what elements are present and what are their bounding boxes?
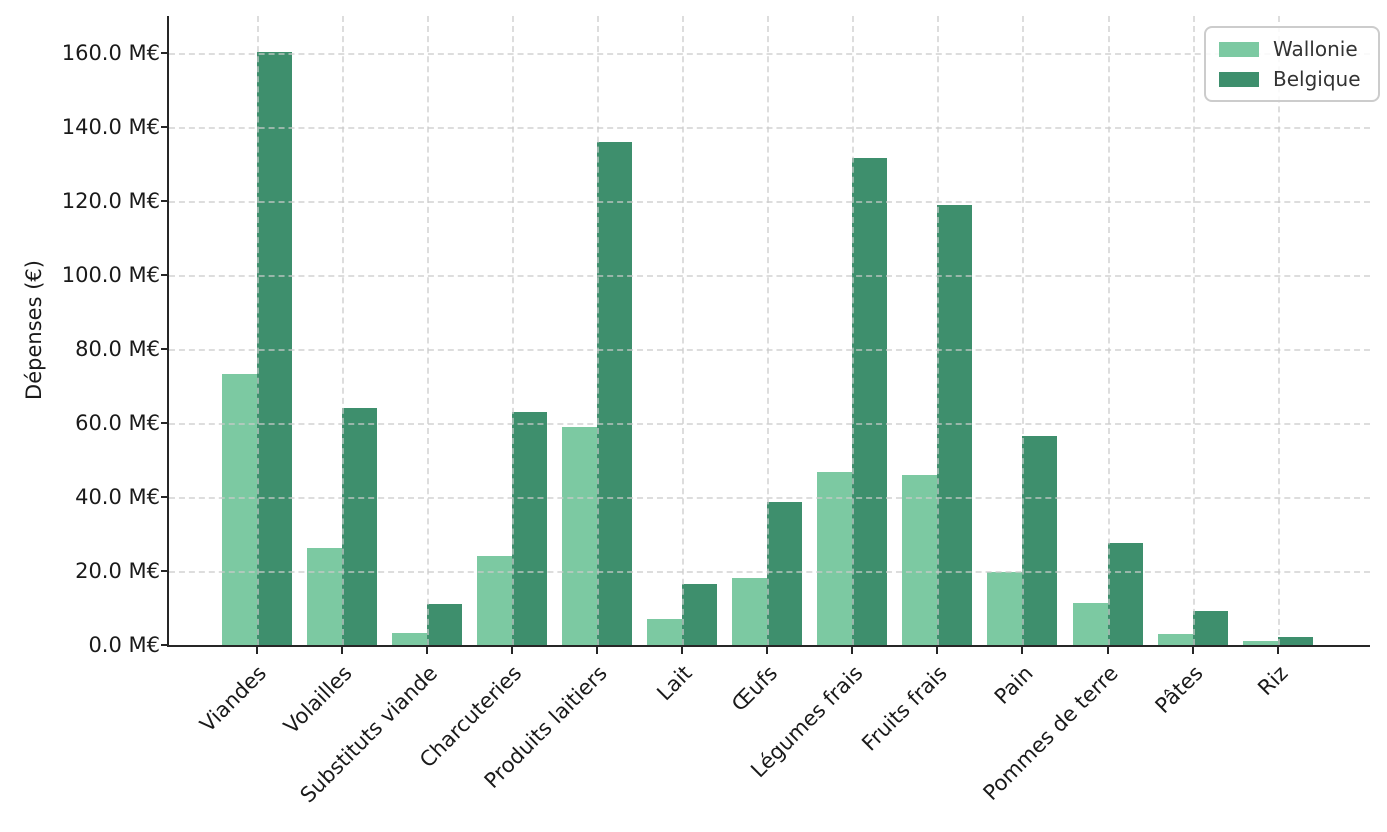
bar-wallonie-riz [1242,640,1278,645]
x-tick-label-volailles: Volailles [279,661,357,739]
bar-wallonie-produits-laitiers [561,427,597,645]
y-tick-mark [161,422,169,424]
legend: Wallonie Belgique [1204,26,1380,102]
legend-swatch-icon [1219,71,1259,87]
x-tick-mark [1021,646,1024,654]
bar-wallonie-pates [1157,634,1193,645]
horizontal-gridline [169,497,1370,499]
y-tick-mark [161,348,169,350]
y-tick-label: 40.0 M€ [75,485,160,509]
horizontal-gridline [169,423,1370,425]
vertical-gridline [596,16,599,645]
y-tick-mark [161,496,169,498]
x-tick-mark [766,646,769,654]
x-tick-mark [851,646,854,654]
horizontal-gridline [169,275,1370,277]
y-tick-label: 80.0 M€ [75,337,160,361]
vertical-gridline [1022,16,1025,645]
bar-belgique-produits-laitiers [596,141,632,645]
vertical-gridline [1192,16,1195,645]
bar-wallonie-lait [647,619,682,645]
legend-entry-belgique: Belgique [1219,69,1361,89]
legend-swatch-icon [1219,41,1259,57]
bar-belgique-riz [1277,636,1313,645]
vertical-gridline [852,16,855,645]
y-tick-label: 20.0 M€ [75,559,160,583]
y-tick-label: 100.0 M€ [61,263,160,287]
bar-belgique-lait [682,584,717,645]
x-tick-label-oeufs: Œufs [726,661,783,717]
vertical-gridline [256,16,259,645]
bar-belgique-oeufs [767,502,803,645]
x-tick-mark [255,646,258,654]
horizontal-gridline [169,349,1370,351]
x-tick-mark [936,646,939,654]
horizontal-gridline [169,201,1370,203]
y-tick-label: 160.0 M€ [61,41,160,65]
x-tick-mark [1276,646,1279,654]
vertical-gridline [511,16,514,645]
bar-belgique-volailles [341,408,377,645]
x-tick-mark [1106,646,1109,654]
x-tick-label-fruits-frais: Fruits frais [857,661,953,756]
bar-belgique-pain [1022,436,1058,645]
horizontal-gridline [169,127,1370,129]
vertical-gridline [682,16,684,645]
y-tick-mark [161,274,169,276]
horizontal-gridline [169,53,1370,55]
x-tick-mark [510,646,513,654]
bar-belgique-fruits-frais [937,205,973,645]
x-tick-label-pates: Pâtes [1150,661,1208,719]
legend-label: Wallonie [1273,37,1358,61]
legend-entry-wallonie: Wallonie [1219,39,1361,59]
bar-belgique-viandes [256,51,292,645]
horizontal-gridline [169,571,1370,573]
bar-wallonie-pain [987,572,1023,645]
y-axis-spine [167,16,169,647]
bar-wallonie-oeufs [732,578,768,645]
vertical-gridline [767,16,770,645]
bar-wallonie-viandes [221,374,257,645]
bar-wallonie-substituts-viande [391,633,427,645]
vertical-gridline [426,16,429,645]
y-tick-label: 0.0 M€ [88,633,160,657]
x-tick-mark [425,646,428,654]
vertical-gridline [937,16,940,645]
bar-belgique-pommes-de-terre [1107,542,1143,645]
y-tick-label: 140.0 M€ [61,115,160,139]
vertical-gridline [341,16,344,645]
y-tick-mark [161,644,169,646]
y-tick-mark [161,570,169,572]
vertical-gridline [1107,16,1110,645]
vertical-gridline [1277,16,1280,645]
y-tick-mark [161,126,169,128]
x-tick-label-pain: Pain [989,661,1038,709]
y-tick-mark [161,200,169,202]
y-tick-label: 60.0 M€ [75,411,160,435]
x-tick-label-riz: Riz [1253,661,1293,701]
y-tick-mark [161,52,169,54]
x-tick-mark [681,646,683,654]
bar-belgique-substituts-viande [426,603,462,645]
bar-wallonie-legumes-frais [817,472,853,645]
x-tick-label-viandes: Viandes [195,661,272,737]
x-axis-spine [167,645,1370,647]
y-tick-label: 120.0 M€ [61,189,160,213]
x-tick-mark [1191,646,1194,654]
bar-belgique-charcuteries [511,412,547,645]
x-tick-mark [340,646,343,654]
bar-wallonie-pommes-de-terre [1072,603,1108,645]
bar-belgique-pates [1192,610,1228,645]
bar-wallonie-volailles [306,547,342,645]
x-tick-mark [595,646,598,654]
legend-label: Belgique [1273,67,1361,91]
bar-wallonie-fruits-frais [902,474,938,645]
bar-belgique-legumes-frais [852,157,888,645]
bar-wallonie-charcuteries [476,555,512,645]
x-tick-label-lait: Lait [652,661,697,706]
